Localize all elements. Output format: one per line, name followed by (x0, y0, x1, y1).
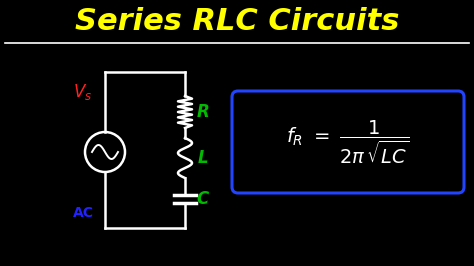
Text: $f_R\ =\ \dfrac{1}{2\pi\,\sqrt{LC}}$: $f_R\ =\ \dfrac{1}{2\pi\,\sqrt{LC}}$ (286, 118, 410, 166)
Text: $V_s$: $V_s$ (73, 82, 92, 102)
Text: R: R (197, 103, 210, 121)
Text: C: C (197, 190, 209, 208)
Text: AC: AC (73, 206, 93, 220)
Text: Series RLC Circuits: Series RLC Circuits (75, 7, 399, 36)
Text: L: L (198, 149, 208, 167)
